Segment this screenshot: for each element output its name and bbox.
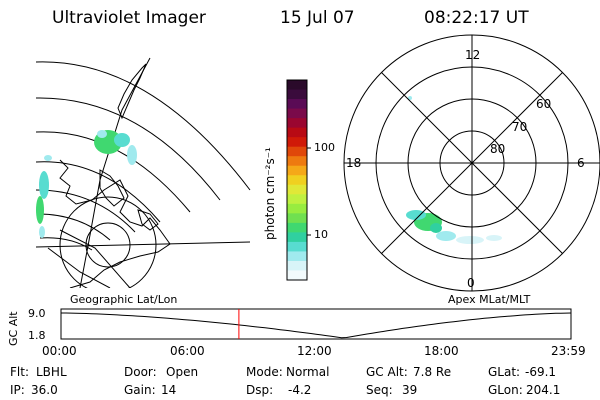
colorbar-cell [287,251,307,262]
dsp-label: Dsp: [246,383,274,397]
seq-label: Seq: [366,383,393,397]
colorbar-cell [287,165,307,176]
colorbar [286,79,311,281]
colorbar-tick-10: 10 [314,228,328,241]
mlt-label-0: 0 [467,276,475,290]
mode-value: Normal [286,365,330,379]
filter-value: LBHL [36,365,67,379]
door-value: Open [166,365,199,379]
door-label: Door: [124,365,157,379]
time-label: 08:22:17 UT [424,8,529,28]
gc-alt-label: GC Alt: [366,365,408,379]
colorbar-cell [287,222,307,233]
colorbar-cell [287,99,307,110]
colorbar-cell [287,108,307,119]
alt-xtick-1800: 18:00 [424,344,459,358]
mode-label: Mode: [246,365,283,379]
aurora-emission-left [36,130,137,238]
gain-label: Gain: [124,383,156,397]
alt-ytick-high: 9.0 [28,307,46,320]
colorbar-cell [287,146,307,157]
dsp-value: -4.2 [288,383,312,397]
ip-value: 36.0 [31,383,58,397]
colorbar-cell [287,89,307,100]
alt-ytick-low: 1.8 [28,329,46,342]
glon-value: 204.1 [526,383,561,397]
colorbar-cell [287,127,307,138]
colorbar-cell [287,175,307,186]
gain-value: 14 [161,383,177,397]
gc-alt-value: 7.8 Re [413,365,452,379]
colorbar-tick-100: 100 [314,141,335,154]
glat-label: GLat: [488,365,521,379]
mlt-label-18: 18 [346,156,362,170]
colorbar-cell [287,260,307,272]
mlat-label-60: 60 [536,97,552,111]
colorbar-unit-label: photon cm⁻²s⁻¹ [263,147,277,240]
seq-value: 39 [402,383,418,397]
alt-xtick-1200: 12:00 [297,344,332,358]
altitude-plot [60,308,572,340]
colorbar-cell [287,232,307,243]
alt-xtick-0000: 00:00 [42,344,77,358]
colorbar-cell [287,118,307,129]
glat-value: -69.1 [525,365,557,379]
apex-polar-map [343,34,600,292]
mlt-label-12: 12 [465,48,481,62]
date-label: 15 Jul 07 [280,8,355,28]
geographic-map [36,57,251,288]
mlat-label-80: 80 [490,142,506,156]
mlat-label-70: 70 [512,120,528,134]
colorbar-cell [287,194,307,205]
filter-label: Flt: [10,365,29,379]
colorbar-cell [287,241,307,253]
alt-ylabel: GC Alt [7,311,20,346]
ip-label: IP: [10,383,25,397]
alt-xtick-2359: 23:59 [551,344,586,358]
geographic-subtitle: Geographic Lat/Lon [70,293,178,306]
glon-label: GLon: [488,383,523,397]
mlt-label-6: 6 [577,156,585,170]
apex-subtitle: Apex MLat/MLT [448,293,531,306]
colorbar-cell [287,203,307,214]
colorbar-cell [287,270,307,281]
colorbar-cell [287,213,307,224]
colorbar-cell [287,80,307,91]
alt-xtick-0600: 06:00 [170,344,205,358]
colorbar-cell [287,156,307,167]
aurora-emission-right [406,96,502,244]
colorbar-cell [287,184,307,195]
colorbar-cell [287,137,307,148]
app-title: Ultraviolet Imager [52,8,206,28]
